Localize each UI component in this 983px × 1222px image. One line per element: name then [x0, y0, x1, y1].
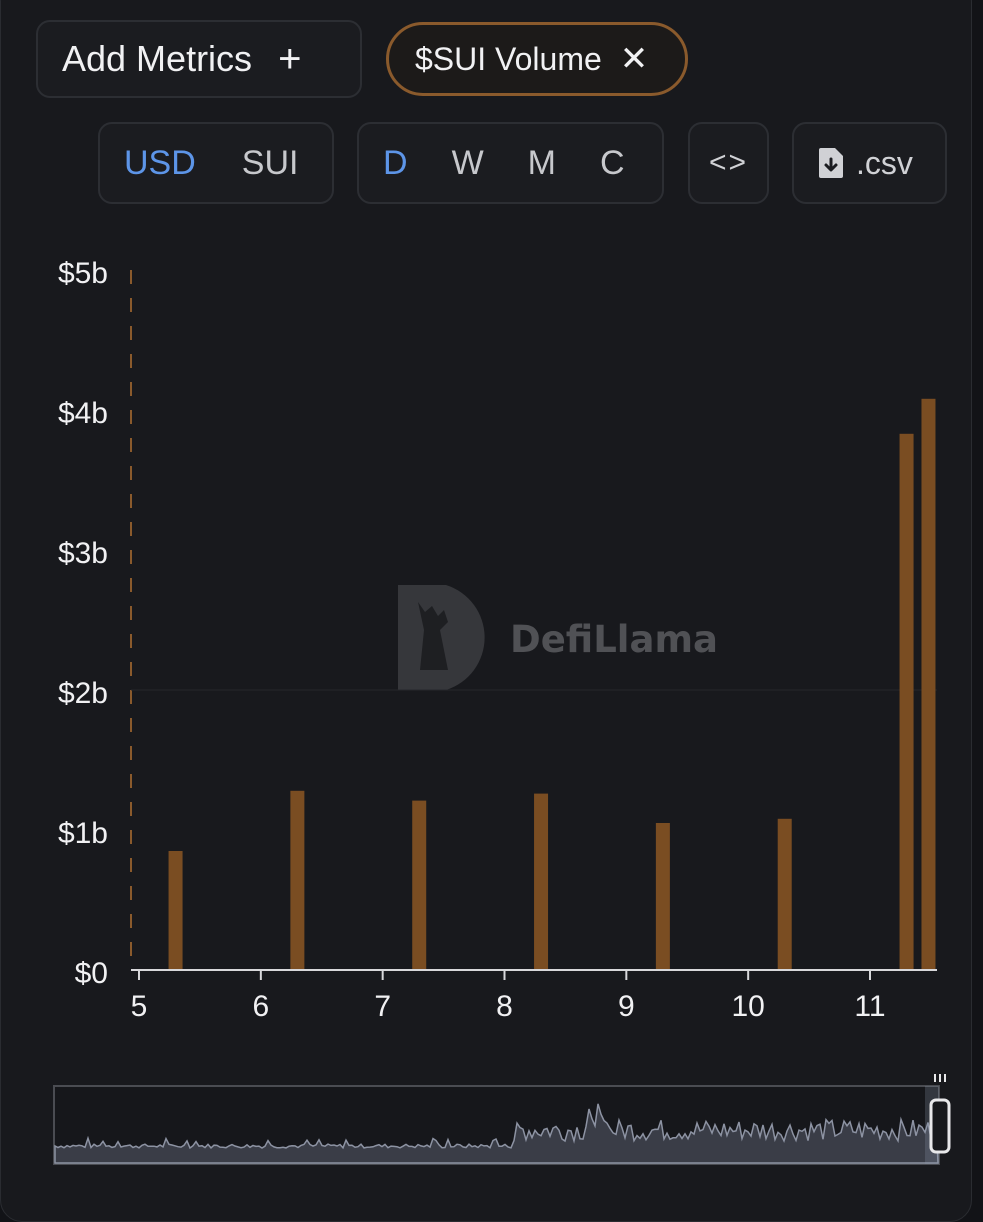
add-metrics-button[interactable]: Add Metrics +: [36, 20, 362, 98]
y-tick-label: $3b: [58, 537, 108, 570]
y-tick-label: $1b: [58, 817, 108, 850]
watermark: DefiLlama: [398, 585, 718, 690]
bar[interactable]: [412, 800, 427, 970]
bar[interactable]: [899, 433, 914, 970]
bar[interactable]: [290, 790, 305, 970]
interval-option-m[interactable]: M: [527, 143, 556, 182]
x-axis: 5 6 7 8 9 10 11: [131, 970, 886, 1023]
llama-logo-icon: [398, 585, 485, 690]
x-tick-label: 7: [374, 990, 391, 1023]
metric-chip[interactable]: $SUI Volume ✕: [386, 22, 688, 96]
brush-grip-icon: [934, 1074, 946, 1082]
currency-toggle: USD SUI: [98, 122, 334, 204]
embed-button[interactable]: <>: [688, 122, 769, 204]
csv-label: .csv: [856, 144, 913, 181]
y-tick-label: $5b: [58, 257, 108, 290]
y-tick-label: $4b: [58, 397, 108, 430]
x-tick-label: 5: [131, 990, 148, 1023]
y-tick-label: $2b: [58, 677, 108, 710]
brush-handle[interactable]: [929, 1098, 951, 1154]
interval-option-c[interactable]: C: [599, 143, 625, 182]
code-icon: <>: [708, 146, 749, 179]
plus-icon: +: [278, 36, 302, 81]
interval-toggle: D W M C: [357, 122, 664, 204]
currency-option-sui[interactable]: SUI: [241, 143, 299, 182]
metric-chip-label: $SUI Volume: [415, 40, 602, 77]
brush-overview-area: [54, 1103, 939, 1164]
volume-bar-chart: DefiLlama $0 $1b $2b $3b $4b $5b 5 6 7 8 9 10 11: [58, 257, 937, 1023]
bar[interactable]: [655, 823, 670, 970]
currency-option-usd[interactable]: USD: [124, 143, 196, 182]
x-tick-label: 10: [731, 990, 764, 1023]
close-icon[interactable]: ✕: [619, 40, 649, 78]
bar[interactable]: [777, 818, 792, 970]
x-tick-label: 8: [496, 990, 513, 1023]
y-axis: $0 $1b $2b $3b $4b $5b: [58, 257, 108, 990]
interval-option-w[interactable]: W: [451, 143, 484, 182]
add-metrics-label: Add Metrics: [62, 38, 253, 79]
csv-download-button[interactable]: .csv: [792, 122, 947, 204]
bar[interactable]: [168, 851, 183, 970]
y-tick-label: $0: [75, 957, 108, 990]
range-brush[interactable]: [0, 1070, 983, 1180]
file-download-icon: [819, 148, 843, 178]
bar[interactable]: [534, 793, 549, 970]
x-tick-label: 6: [252, 990, 269, 1023]
bar[interactable]: [921, 398, 936, 970]
interval-option-d[interactable]: D: [383, 143, 408, 182]
x-tick-label: 11: [854, 990, 885, 1023]
llama-silhouette-icon: [418, 602, 448, 670]
watermark-text: DefiLlama: [510, 618, 718, 661]
bars: [168, 398, 936, 970]
x-tick-label: 9: [618, 990, 635, 1023]
